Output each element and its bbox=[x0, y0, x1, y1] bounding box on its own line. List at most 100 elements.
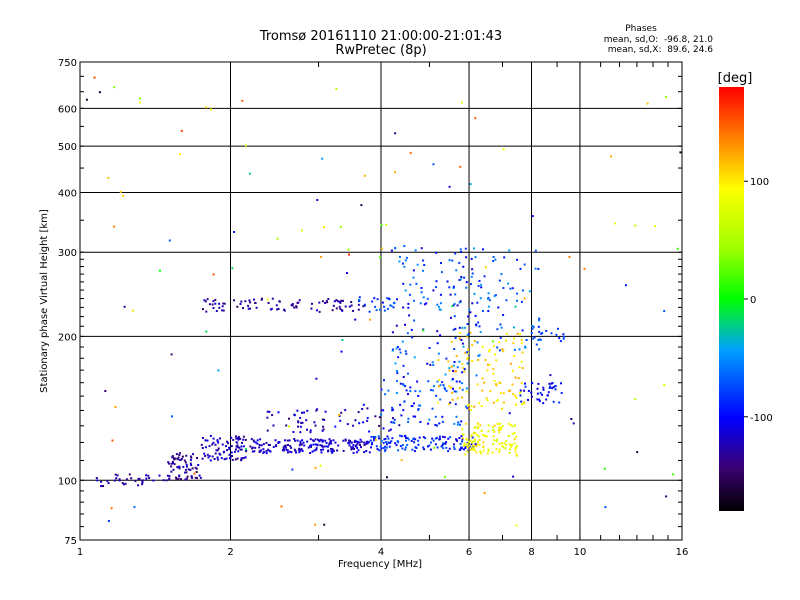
data-point bbox=[477, 440, 479, 443]
data-point bbox=[411, 448, 414, 451]
data-point bbox=[344, 305, 347, 308]
data-point bbox=[459, 442, 462, 445]
data-point bbox=[476, 341, 479, 344]
data-point bbox=[407, 302, 410, 305]
data-point bbox=[366, 417, 369, 419]
data-point bbox=[478, 280, 481, 282]
data-point bbox=[233, 299, 235, 302]
data-point bbox=[293, 413, 296, 416]
data-point bbox=[432, 439, 435, 442]
data-point bbox=[537, 382, 540, 385]
data-point bbox=[178, 465, 181, 468]
data-point bbox=[474, 432, 477, 435]
data-point bbox=[228, 446, 230, 449]
data-point bbox=[347, 442, 350, 444]
data-point bbox=[447, 450, 450, 453]
data-point bbox=[508, 412, 511, 415]
data-point bbox=[340, 299, 343, 302]
y-tick-label: 300 bbox=[58, 248, 77, 259]
data-point bbox=[185, 471, 188, 474]
data-point bbox=[452, 378, 454, 380]
data-point bbox=[473, 444, 476, 447]
data-point bbox=[249, 307, 251, 310]
data-point bbox=[492, 260, 495, 262]
data-point bbox=[244, 300, 247, 303]
data-point bbox=[467, 332, 470, 335]
data-point bbox=[272, 446, 275, 448]
data-point bbox=[193, 472, 196, 475]
data-point bbox=[449, 401, 452, 404]
data-point bbox=[123, 305, 126, 308]
data-point bbox=[403, 245, 406, 247]
data-point bbox=[189, 462, 192, 465]
data-point bbox=[454, 327, 457, 330]
data-point bbox=[470, 441, 473, 444]
data-point bbox=[363, 451, 366, 454]
data-point bbox=[500, 326, 503, 329]
data-point bbox=[254, 441, 257, 444]
data-point bbox=[338, 305, 341, 308]
data-point bbox=[448, 286, 451, 289]
data-point bbox=[227, 442, 229, 445]
data-point bbox=[428, 418, 431, 421]
data-point bbox=[436, 342, 439, 345]
data-point bbox=[325, 300, 328, 303]
data-point bbox=[313, 421, 316, 424]
data-point bbox=[478, 325, 481, 328]
data-point bbox=[604, 506, 607, 509]
data-point bbox=[451, 305, 454, 308]
data-point bbox=[265, 452, 268, 455]
data-point bbox=[221, 443, 224, 446]
data-point bbox=[382, 447, 385, 449]
y-tick-label: 400 bbox=[58, 188, 77, 199]
data-point bbox=[413, 299, 415, 302]
data-point bbox=[266, 410, 269, 413]
data-point bbox=[482, 449, 485, 452]
data-point bbox=[480, 283, 483, 286]
data-point bbox=[217, 369, 220, 372]
data-point bbox=[558, 337, 561, 340]
data-point bbox=[203, 452, 206, 455]
data-point bbox=[496, 438, 499, 441]
data-point bbox=[348, 253, 350, 256]
data-point bbox=[406, 332, 409, 335]
data-point bbox=[385, 441, 388, 444]
data-point bbox=[441, 420, 444, 423]
data-point bbox=[449, 436, 452, 439]
data-point bbox=[214, 452, 217, 455]
data-point bbox=[316, 309, 318, 312]
data-point bbox=[355, 440, 358, 443]
data-point bbox=[375, 445, 378, 448]
data-point bbox=[383, 450, 386, 453]
data-point bbox=[419, 421, 422, 423]
data-point bbox=[214, 298, 217, 301]
data-point bbox=[226, 440, 229, 443]
data-point bbox=[454, 336, 457, 339]
data-point bbox=[223, 450, 226, 453]
data-point bbox=[306, 440, 309, 443]
data-point bbox=[494, 258, 497, 261]
data-point bbox=[306, 428, 308, 431]
data-point bbox=[479, 297, 482, 300]
data-point bbox=[376, 448, 379, 451]
data-point bbox=[113, 479, 116, 482]
data-point bbox=[253, 450, 256, 453]
data-point bbox=[451, 259, 454, 262]
data-point bbox=[249, 445, 252, 448]
data-point bbox=[98, 91, 101, 94]
data-point bbox=[348, 444, 351, 447]
data-point bbox=[402, 384, 405, 386]
data-point bbox=[498, 349, 501, 352]
data-point bbox=[393, 418, 396, 421]
data-point bbox=[460, 435, 463, 438]
data-point bbox=[362, 305, 365, 308]
data-point bbox=[379, 445, 382, 448]
data-point bbox=[309, 429, 312, 432]
data-point bbox=[487, 292, 490, 295]
data-point bbox=[237, 450, 240, 453]
data-point bbox=[293, 448, 296, 451]
data-point bbox=[550, 382, 553, 385]
data-point bbox=[283, 445, 286, 448]
data-point bbox=[439, 398, 442, 401]
